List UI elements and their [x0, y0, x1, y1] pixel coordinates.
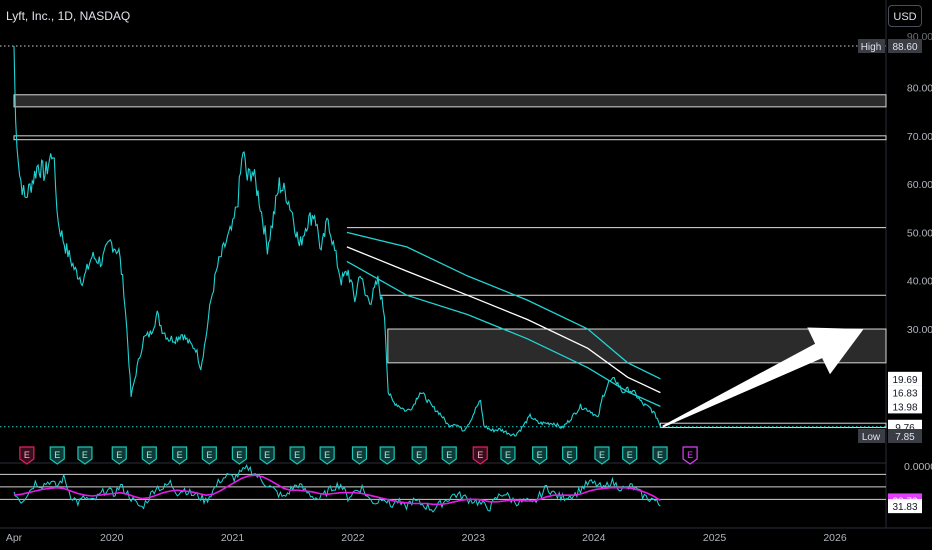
earnings-marker-icon[interactable]: [411, 446, 427, 465]
price-tag-value: 7.85: [895, 432, 915, 443]
earnings-marker-label: E: [177, 450, 183, 460]
x-tick-label: 2026: [823, 532, 847, 544]
earnings-marker-label: E: [687, 450, 693, 460]
earnings-marker-label: E: [505, 450, 511, 460]
ma-lower-line: [346, 260, 661, 407]
price-tag-value: 9.76: [895, 423, 915, 434]
earnings-marker-label: E: [446, 450, 452, 460]
earnings-marker-label: E: [146, 450, 152, 460]
x-tick-label: 2024: [582, 532, 606, 544]
x-tick-label: 2020: [100, 532, 124, 544]
x-tick-label: 2025: [703, 532, 727, 544]
ma-middle-line: [346, 246, 661, 394]
zone-box-0: [13, 94, 887, 108]
earnings-marker-icon[interactable]: [141, 446, 157, 465]
x-tick-label: 2021: [221, 532, 245, 544]
earnings-marker-icon[interactable]: [594, 446, 610, 465]
earnings-marker-label: E: [537, 450, 543, 460]
earnings-marker-label: E: [599, 450, 605, 460]
y-tick-label: 30.00: [907, 324, 932, 336]
price-tag-value: 16.83: [892, 389, 917, 400]
y-tick-label: 60.00: [907, 179, 932, 191]
earnings-marker-icon[interactable]: [19, 446, 35, 465]
earnings-marker-label: E: [356, 450, 362, 460]
earnings-marker-label: E: [477, 450, 483, 460]
price-tag-label: High: [861, 42, 882, 53]
earnings-marker-icon[interactable]: [652, 446, 668, 465]
price-tag-value-bg: [888, 385, 922, 400]
earnings-marker-label: E: [294, 450, 300, 460]
earnings-marker-icon[interactable]: [472, 446, 488, 465]
earnings-marker-label: E: [324, 450, 330, 460]
price-tag-value-bg: [888, 39, 922, 53]
y-tick-label: 80.00: [907, 83, 932, 95]
y-tick-label: 70.00: [907, 131, 932, 143]
zone-band-1: [13, 135, 887, 141]
earnings-marker-icon[interactable]: [351, 446, 368, 465]
earnings-marker-icon[interactable]: [259, 446, 275, 465]
x-tick-label: Apr: [6, 532, 23, 544]
earnings-marker-icon[interactable]: [231, 446, 247, 465]
earnings-marker-icon[interactable]: [289, 446, 305, 465]
earnings-marker-icon[interactable]: [77, 446, 93, 465]
ma-upper-line: [346, 231, 661, 380]
earnings-marker-icon[interactable]: [500, 446, 516, 465]
price-tag-value-bg: [888, 399, 922, 414]
price-line: [13, 45, 661, 437]
price-tag-label: Low: [862, 432, 881, 443]
earnings-marker-icon[interactable]: [111, 446, 127, 465]
y-tick-label: 50.00: [907, 227, 932, 239]
earnings-marker-label: E: [116, 450, 122, 460]
earnings-marker-icon[interactable]: [682, 446, 698, 465]
earnings-marker-label: E: [82, 450, 88, 460]
earnings-marker-label: E: [236, 450, 242, 460]
y-tick-label: 40.00: [907, 276, 932, 288]
price-tag-value: 19.69: [892, 375, 917, 386]
earnings-marker-label: E: [264, 450, 270, 460]
earnings-marker-label: E: [627, 450, 633, 460]
earnings-marker-label: E: [54, 450, 60, 460]
x-tick-label: 2022: [341, 532, 365, 544]
rsi-line: [13, 464, 661, 513]
chart-title: Lyft, Inc., 1D, NASDAQ: [6, 9, 131, 23]
earnings-marker-icon[interactable]: [532, 446, 548, 465]
earnings-marker-icon[interactable]: [379, 446, 395, 465]
rsi-axis-tick: 0.0000: [904, 461, 932, 473]
price-tag-label-bg: [858, 429, 885, 443]
earnings-marker-label: E: [416, 450, 422, 460]
earnings-marker-icon[interactable]: [201, 446, 217, 465]
earnings-marker-label: E: [24, 450, 30, 460]
earnings-marker-label: E: [657, 450, 663, 460]
x-tick-label: 2023: [462, 532, 486, 544]
projection-arrow: [662, 327, 864, 428]
price-tag-value: 13.98: [892, 402, 917, 413]
price-tag-value: 88.60: [892, 42, 917, 53]
earnings-marker-label: E: [384, 450, 390, 460]
earnings-marker-icon[interactable]: [319, 446, 335, 465]
price-tag-value-bg: [888, 371, 922, 386]
earnings-marker-icon[interactable]: [562, 446, 578, 465]
earnings-marker-label: E: [567, 450, 573, 460]
earnings-marker-icon[interactable]: [622, 446, 638, 465]
earnings-marker-icon[interactable]: [441, 446, 457, 465]
rsi-value-tag-bg: [888, 499, 922, 514]
rsi-value-tag: 31.83: [892, 502, 917, 513]
price-tag-label-bg: [858, 39, 885, 53]
rsi-ma-line: [13, 474, 661, 506]
earnings-marker-label: E: [206, 450, 212, 460]
earnings-marker-icon[interactable]: [49, 446, 65, 465]
earnings-marker-icon[interactable]: [172, 446, 188, 465]
currency-button[interactable]: USD: [888, 5, 922, 27]
price-tag-value-bg: [888, 429, 922, 443]
